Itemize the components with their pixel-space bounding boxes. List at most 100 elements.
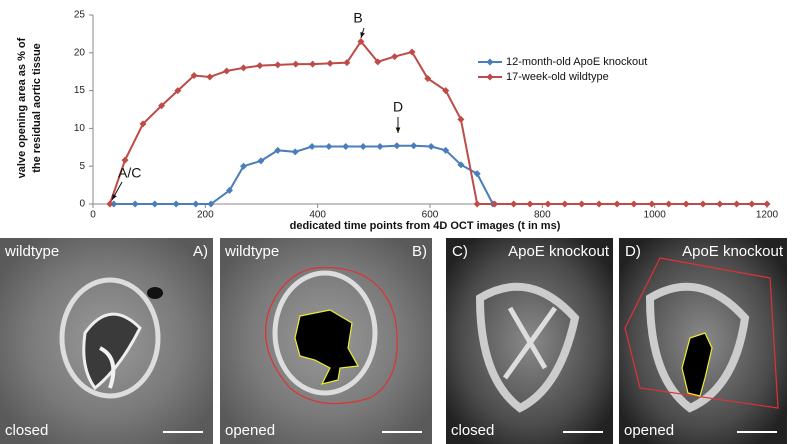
image-panels: wildtype A) closed wildtype B) opened C) ApoE k… xyxy=(0,238,787,444)
panel-letter: B) xyxy=(412,243,427,260)
data-point xyxy=(630,200,638,208)
data-point xyxy=(544,200,552,208)
data-point xyxy=(174,87,182,95)
data-point xyxy=(427,143,435,151)
data-point xyxy=(357,37,365,45)
data-point xyxy=(151,200,159,208)
data-point xyxy=(424,75,432,83)
x-tick-label: 800 xyxy=(534,210,551,221)
y-tick-label: 0 xyxy=(79,199,85,210)
y-tick-label: 15 xyxy=(74,85,86,96)
y-axis-title: the residual aortic tissue xyxy=(31,43,43,173)
data-point xyxy=(158,102,166,110)
data-point xyxy=(393,142,401,150)
panel-letter: A) xyxy=(193,243,208,260)
data-point xyxy=(374,58,382,66)
data-point xyxy=(561,200,569,208)
panel-genotype: ApoE knockout xyxy=(682,243,784,260)
x-tick-label: 400 xyxy=(309,210,326,221)
x-axis-title: dedicated time points from 4D OCT images… xyxy=(290,220,561,232)
panel-letter: C) xyxy=(452,243,468,260)
data-point xyxy=(473,170,481,178)
data-point xyxy=(391,53,399,61)
data-point xyxy=(190,71,198,79)
legend-marker xyxy=(486,58,494,66)
data-point xyxy=(510,200,518,208)
series-line xyxy=(108,39,767,205)
x-tick-label: 0 xyxy=(90,210,96,221)
panel-state: opened xyxy=(225,422,275,439)
y-tick-label: 10 xyxy=(74,123,86,134)
panel-genotype: wildtype xyxy=(224,243,279,260)
data-point xyxy=(716,200,724,208)
annotation: D xyxy=(393,99,403,115)
legend-label: 12-month-old ApoE knockout xyxy=(506,56,647,68)
data-point xyxy=(578,200,586,208)
data-point xyxy=(192,200,200,208)
data-point xyxy=(309,60,317,68)
y-axis-title: valve opening area as % of xyxy=(16,37,28,178)
data-point xyxy=(665,200,673,208)
data-point xyxy=(257,157,265,165)
annotation-arrowhead xyxy=(360,32,365,38)
annotation: B xyxy=(353,10,362,26)
data-point xyxy=(292,60,300,68)
data-point xyxy=(225,186,233,194)
data-point xyxy=(613,200,621,208)
data-point xyxy=(110,200,118,208)
data-point xyxy=(308,143,316,151)
panel-genotype: wildtype xyxy=(4,243,59,260)
x-tick-label: 1000 xyxy=(644,210,667,221)
data-point xyxy=(526,200,534,208)
y-tick-label: 25 xyxy=(74,10,86,21)
x-tick-label: 1200 xyxy=(756,210,779,221)
data-point xyxy=(359,143,367,151)
data-point xyxy=(274,146,282,154)
panel-state: closed xyxy=(451,422,494,439)
legend-marker xyxy=(486,73,494,81)
data-point xyxy=(491,200,499,208)
series-line xyxy=(113,144,494,205)
y-tick-label: 5 xyxy=(79,161,85,172)
data-point xyxy=(274,61,282,69)
data-point xyxy=(256,62,264,70)
data-point xyxy=(121,156,129,164)
data-point xyxy=(473,200,481,208)
data-point xyxy=(410,142,418,150)
data-point xyxy=(763,200,771,208)
data-point xyxy=(457,161,465,169)
data-point xyxy=(106,200,114,208)
panel-a-image xyxy=(0,238,213,444)
data-point xyxy=(240,64,248,72)
data-point xyxy=(325,143,333,151)
data-point xyxy=(733,200,741,208)
panel-genotype: ApoE knockout xyxy=(508,243,610,260)
data-point xyxy=(595,200,603,208)
data-point xyxy=(291,148,299,156)
data-point xyxy=(131,200,139,208)
data-point xyxy=(326,59,334,67)
annotation: A/C xyxy=(118,165,141,181)
panel-state: opened xyxy=(624,422,674,439)
legend-label: 17-week-old wildtype xyxy=(506,71,609,83)
data-point xyxy=(682,200,690,208)
data-point xyxy=(699,200,707,208)
data-point xyxy=(172,200,180,208)
data-point xyxy=(408,48,416,56)
panel-d-image xyxy=(619,238,787,444)
data-point xyxy=(648,200,656,208)
data-point xyxy=(342,143,350,151)
annotation-arrowhead xyxy=(112,194,117,200)
data-point xyxy=(376,143,384,151)
data-point xyxy=(206,73,214,81)
data-point xyxy=(343,59,351,67)
data-point xyxy=(207,200,215,208)
data-point xyxy=(442,146,450,154)
data-point xyxy=(240,162,248,170)
data-point xyxy=(139,120,147,128)
data-point xyxy=(223,67,231,75)
panel-b-image xyxy=(220,238,432,444)
annotation-arrowhead xyxy=(395,127,401,133)
data-point xyxy=(748,200,756,208)
